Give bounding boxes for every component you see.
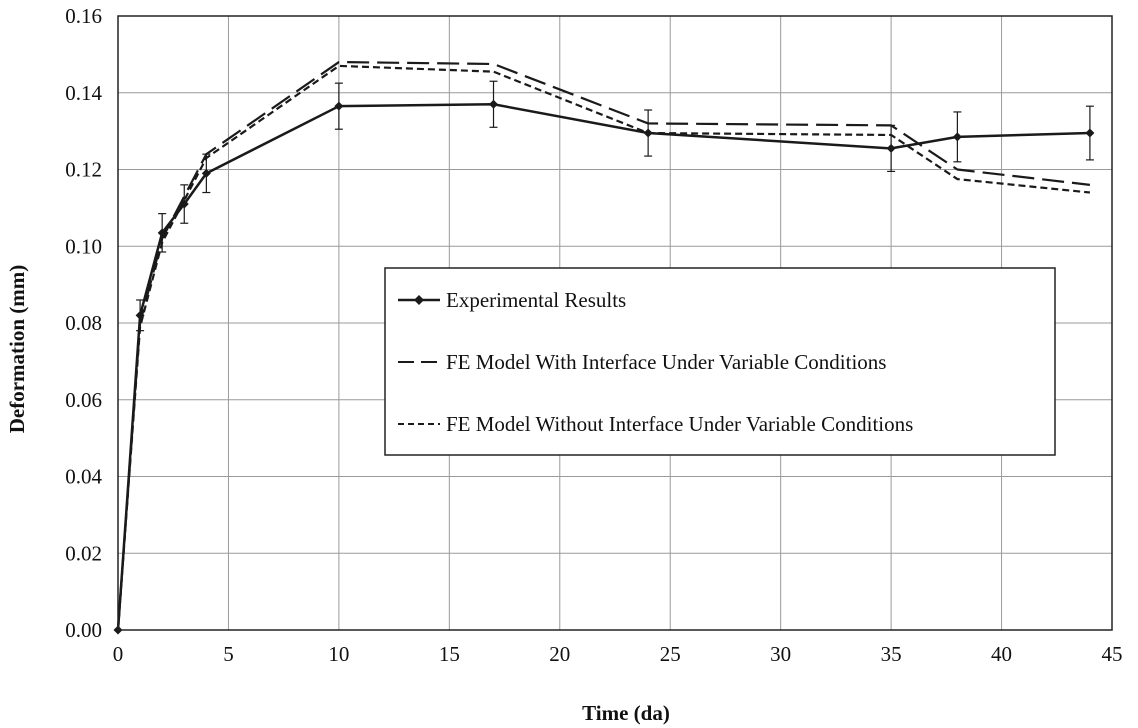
legend-item-without-interface: FE Model Without Interface Under Variabl… (398, 412, 913, 436)
data-point-marker (201, 168, 211, 178)
data-point-marker (1085, 128, 1095, 138)
data-point-marker (135, 310, 145, 320)
x-tick-label: 20 (549, 642, 570, 666)
y-tick-label: 0.02 (65, 541, 102, 565)
x-tick-label: 25 (660, 642, 681, 666)
legend-box (384, 267, 1056, 456)
y-tick-label: 0.06 (65, 388, 102, 412)
x-tick-labels: 0 5 10 15 20 25 30 35 40 45 (113, 642, 1123, 666)
y-tick-labels: 0.00 0.02 0.04 0.06 0.08 0.10 0.12 0.14 0.16 (65, 4, 102, 642)
legend-label-with-interface: FE Model With Interface Under Variable C… (446, 350, 886, 374)
x-tick-label: 15 (439, 642, 460, 666)
y-tick-label: 0.00 (65, 618, 102, 642)
legend-label-without-interface: FE Model Without Interface Under Variabl… (446, 412, 913, 436)
legend-label-experimental: Experimental Results (446, 288, 626, 312)
x-tick-label: 0 (113, 642, 124, 666)
x-tick-label: 10 (328, 642, 349, 666)
data-point-marker (179, 199, 189, 209)
data-point-marker (489, 99, 499, 109)
x-tick-label: 45 (1102, 642, 1123, 666)
y-axis-title: Deformation (mm) (5, 265, 29, 434)
legend-marker-experimental (414, 295, 424, 305)
y-tick-label: 0.16 (65, 4, 102, 28)
series-line-2 (116, 64, 1091, 631)
data-point-marker (886, 143, 896, 153)
x-tick-label: 40 (991, 642, 1012, 666)
legend: Experimental Results FE Model With Inter… (384, 267, 1056, 456)
y-tick-label: 0.14 (65, 81, 102, 105)
data-point-marker (157, 228, 167, 238)
x-tick-label: 30 (770, 642, 791, 666)
x-tick-label: 35 (881, 642, 902, 666)
data-point-marker (643, 128, 653, 138)
data-point-marker (334, 101, 344, 111)
series-layer (113, 60, 1095, 635)
plot-frame (117, 15, 1113, 631)
y-tick-label: 0.12 (65, 158, 102, 182)
y-tick-label: 0.04 (65, 465, 102, 489)
data-point-marker (952, 132, 962, 142)
x-axis-title: Time (da) (582, 701, 670, 725)
legend-item-with-interface: FE Model With Interface Under Variable C… (398, 350, 886, 374)
legend-item-experimental: Experimental Results (398, 288, 626, 312)
x-tick-label: 5 (223, 642, 234, 666)
y-tick-label: 0.10 (65, 234, 102, 258)
y-tick-label: 0.08 (65, 311, 102, 335)
